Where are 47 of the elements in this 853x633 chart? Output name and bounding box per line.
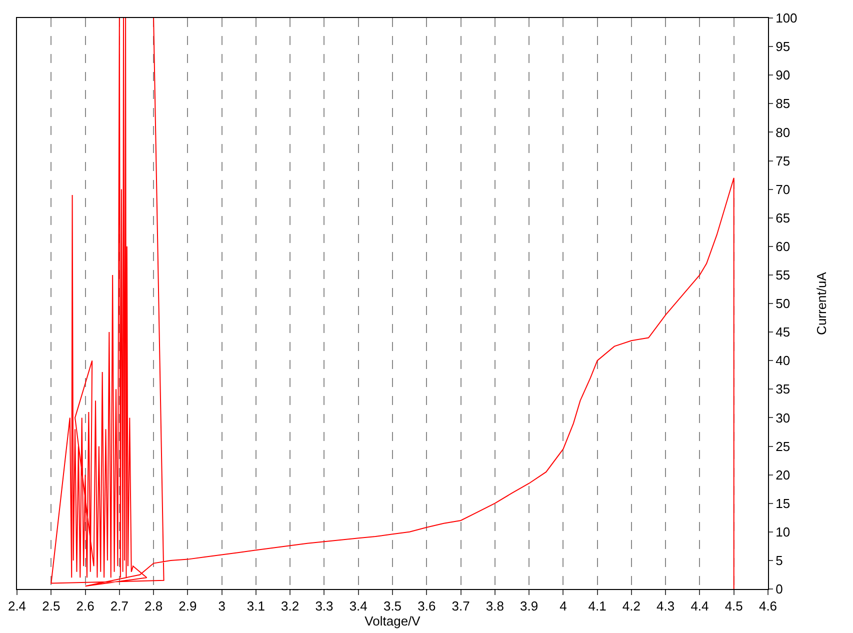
y-tick-label: 85 — [776, 96, 790, 112]
x-tick-label: 2.5 — [42, 598, 60, 614]
x-tick-label: 2.9 — [178, 598, 197, 614]
y-tick-label: 50 — [776, 296, 790, 312]
x-tick-label: 4.4 — [690, 598, 709, 614]
y-tick-label: 5 — [776, 553, 783, 568]
x-tick-label: 3.9 — [520, 598, 538, 614]
x-tick-label: 2.8 — [144, 598, 163, 614]
y-tick-label: 100 — [776, 10, 798, 26]
x-tick-label: 4.3 — [656, 598, 675, 614]
y-axis-title: Current/uA — [814, 272, 829, 335]
y-tick-label: 40 — [776, 353, 790, 368]
y-tick-label: 45 — [776, 324, 790, 340]
x-tick-label: 3.5 — [383, 598, 402, 614]
y-tick-label: 20 — [776, 467, 790, 482]
x-tick-label: 3.3 — [315, 598, 334, 614]
y-tick-label: 70 — [776, 182, 790, 197]
x-tick-label: 3.7 — [452, 598, 470, 614]
x-tick-label: 2.6 — [76, 598, 94, 614]
x-tick-label: 3.8 — [486, 598, 504, 614]
x-tick-label: 3.2 — [281, 598, 300, 614]
y-tick-label: 30 — [776, 410, 790, 426]
line-series — [50, 18, 734, 589]
x-tick-label: 4 — [560, 598, 567, 614]
y-tick-label: 80 — [776, 124, 790, 140]
y-tick-label: 75 — [776, 153, 790, 168]
y-tick-label: 0 — [776, 582, 783, 597]
y-tick-label: 60 — [776, 238, 790, 254]
y-tick-label: 65 — [776, 210, 790, 226]
y-tick-label: 15 — [776, 496, 790, 511]
x-tick-label: 4.2 — [622, 598, 640, 614]
x-tick-label: 4.1 — [588, 598, 606, 614]
y-tick-label: 55 — [776, 268, 790, 282]
x-tick-label: 3.4 — [349, 598, 368, 614]
x-tick-label: 4.5 — [724, 598, 743, 614]
y-tick-label: 25 — [776, 438, 790, 454]
x-tick-label: 3 — [218, 598, 226, 614]
x-axis-title: Voltage/V — [364, 614, 421, 629]
x-tick-label: 3.1 — [246, 598, 265, 614]
y-tick-label: 10 — [776, 524, 790, 540]
y-tick-label: 95 — [776, 39, 790, 54]
y-tick-label: 35 — [776, 382, 790, 397]
x-tick-label: 4.6 — [758, 598, 778, 614]
x-tick-label: 3.6 — [418, 598, 436, 614]
x-tick-label: 2.4 — [8, 598, 26, 614]
x-tick-label: 2.7 — [110, 598, 128, 614]
y-tick-label: 90 — [776, 68, 790, 83]
